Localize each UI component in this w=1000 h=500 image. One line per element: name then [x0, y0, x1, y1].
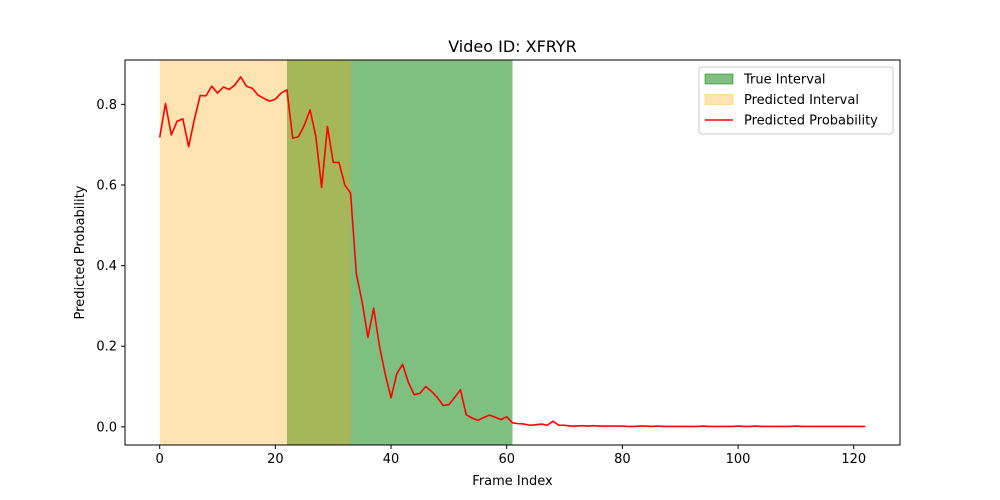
legend-label-1: Predicted Interval	[744, 93, 859, 108]
y-tick-label: 0.8	[96, 98, 117, 113]
legend-swatch-0	[705, 74, 733, 84]
y-tick-label: 0.6	[96, 178, 117, 193]
x-tick-label: 120	[841, 452, 866, 467]
y-tick-label: 0.0	[96, 420, 117, 435]
interval-span-1	[160, 60, 351, 445]
chart-title: Video ID: XFRYR	[448, 37, 577, 56]
x-axis-label: Frame Index	[472, 474, 553, 489]
legend-label-2: Predicted Probability	[744, 114, 878, 129]
legend: True Interval Predicted Interval Predicted…	[699, 67, 893, 134]
legend-label-0: True Interval	[743, 73, 826, 88]
x-tick-label: 40	[383, 452, 400, 467]
y-axis-label: Predicted Probability	[73, 185, 88, 319]
y-tick-label: 0.4	[96, 259, 117, 274]
x-tick-label: 0	[156, 452, 164, 467]
y-tick-label: 0.2	[96, 340, 117, 355]
x-tick-label: 100	[726, 452, 751, 467]
x-tick-label: 80	[614, 452, 631, 467]
x-tick-label: 60	[498, 452, 515, 467]
legend-swatch-1	[705, 95, 733, 105]
x-tick-label: 20	[267, 452, 284, 467]
interval-layer	[160, 60, 513, 445]
